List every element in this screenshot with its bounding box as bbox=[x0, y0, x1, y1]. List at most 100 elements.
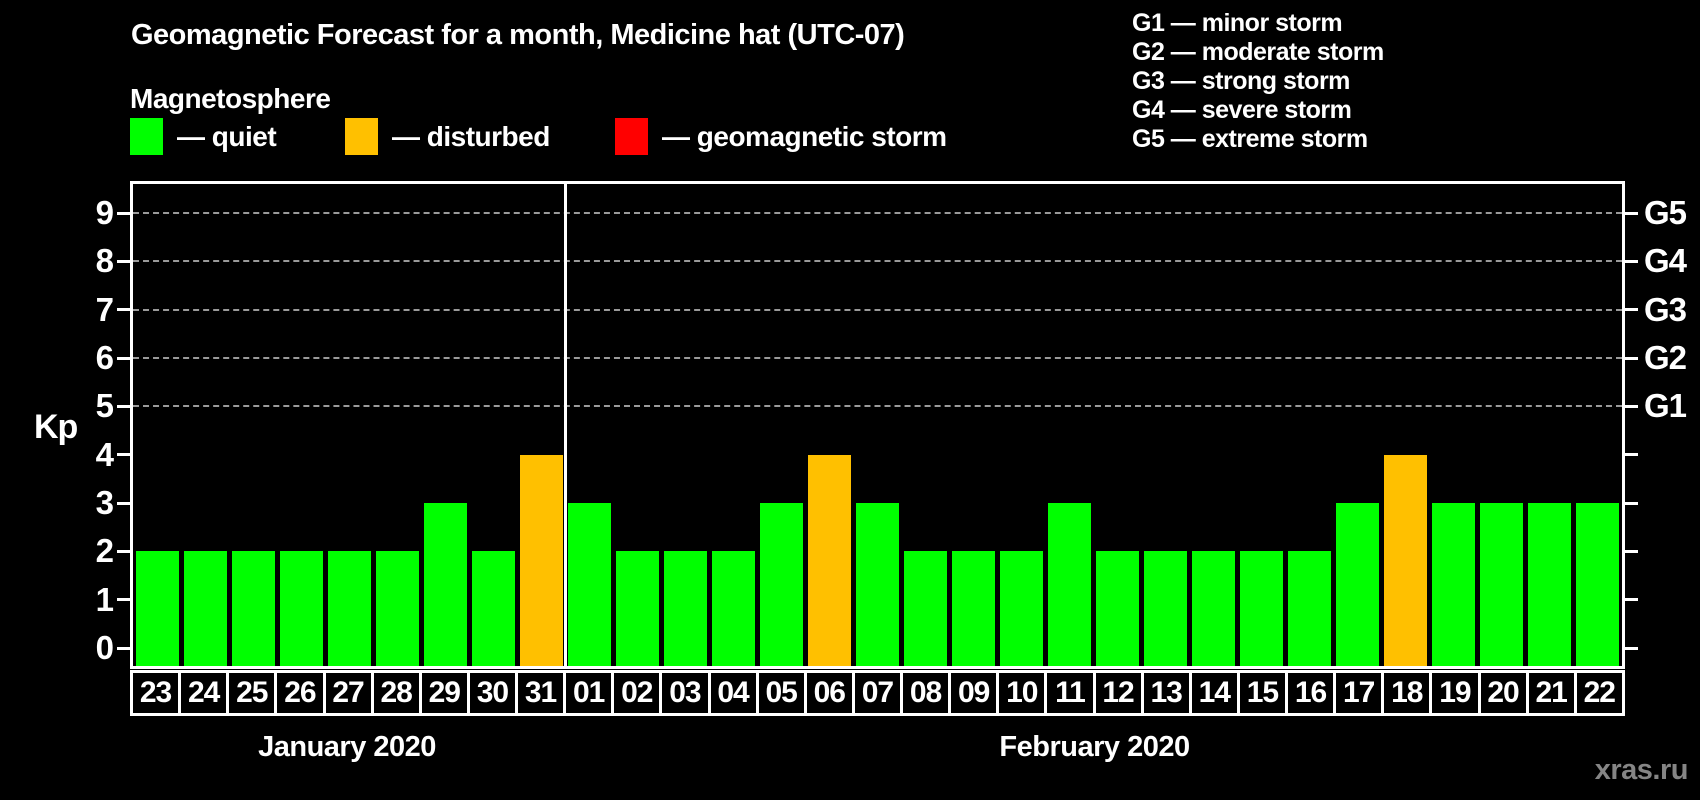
day-label-27: 27 bbox=[325, 670, 374, 716]
right-axis-label-G4: G4 bbox=[1644, 242, 1687, 280]
right-axis-tick-7 bbox=[1625, 308, 1638, 312]
day-label-02: 02 bbox=[614, 670, 663, 716]
legend-item-disturbed: — disturbed bbox=[345, 118, 550, 155]
y-axis-tick-label-0: 0 bbox=[95, 629, 114, 666]
left-axis-tick-7 bbox=[117, 308, 130, 312]
month-labels: January 2020 February 2020 bbox=[130, 731, 1625, 764]
day-label-19: 19 bbox=[1432, 670, 1481, 716]
day-label-12: 12 bbox=[1095, 670, 1144, 716]
bar-february-12 bbox=[1096, 551, 1140, 666]
left-axis-tick-2 bbox=[117, 549, 130, 553]
g-legend-line-4: G4 — severe storm bbox=[1132, 96, 1352, 124]
right-axis-label-G2: G2 bbox=[1644, 339, 1687, 376]
month-separator bbox=[563, 184, 567, 666]
y-axis-tick-label-4: 4 bbox=[95, 435, 114, 473]
day-label-06: 06 bbox=[806, 670, 855, 716]
left-axis-tick-5 bbox=[117, 404, 130, 408]
right-axis-tick-8 bbox=[1625, 259, 1638, 263]
left-axis-tick-9 bbox=[117, 211, 130, 215]
right-axis-tick-5 bbox=[1625, 404, 1638, 408]
bar-february-09 bbox=[952, 551, 996, 666]
bar-january-28 bbox=[375, 551, 419, 666]
plot-area: 0 1 2 3 4 5 6 7 8 9 G1 G2 G3 G4 G5 bbox=[96, 181, 1687, 669]
y-axis-tick-label-2: 2 bbox=[95, 532, 114, 570]
left-axis-tick-8 bbox=[117, 259, 130, 263]
day-label-30: 30 bbox=[469, 670, 518, 716]
y-axis-title: Kp bbox=[34, 408, 78, 446]
bar-february-10 bbox=[1000, 551, 1044, 666]
gridline-kp-5 bbox=[133, 405, 1622, 408]
g-legend-line-5: G5 — extreme storm bbox=[1132, 125, 1368, 153]
bar-february-22 bbox=[1576, 503, 1620, 666]
day-label-14: 14 bbox=[1191, 670, 1240, 716]
g-legend-line-2: G2 — moderate storm bbox=[1132, 38, 1384, 66]
right-axis-tick-1 bbox=[1625, 598, 1638, 602]
bar-january-27 bbox=[327, 551, 371, 666]
quiet-swatch bbox=[130, 118, 163, 155]
right-axis-tick-2 bbox=[1625, 549, 1638, 553]
right-axis-label-G3: G3 bbox=[1644, 290, 1687, 328]
day-label-04: 04 bbox=[710, 670, 759, 716]
g-legend-line-1: G1 — minor storm bbox=[1132, 9, 1343, 37]
y-axis-tick-label-1: 1 bbox=[95, 580, 114, 618]
day-label-26: 26 bbox=[277, 670, 326, 716]
right-axis-label-G5: G5 bbox=[1644, 194, 1687, 231]
day-label-29: 29 bbox=[421, 670, 470, 716]
day-label-09: 09 bbox=[951, 670, 1000, 716]
bar-february-21 bbox=[1528, 503, 1572, 666]
legend-item-storm: — geomagnetic storm bbox=[615, 118, 947, 155]
bar-february-15 bbox=[1240, 551, 1284, 666]
y-axis-tick-label-7: 7 bbox=[95, 290, 114, 328]
bar-february-02 bbox=[615, 551, 659, 666]
day-label-03: 03 bbox=[662, 670, 711, 716]
left-axis-tick-4 bbox=[117, 453, 130, 457]
left-axis-tick-3 bbox=[117, 501, 130, 505]
bar-february-04 bbox=[711, 551, 755, 666]
right-axis-tick-3 bbox=[1625, 501, 1638, 505]
day-label-24: 24 bbox=[181, 670, 230, 716]
left-axis-tick-0 bbox=[117, 646, 130, 650]
day-label-18: 18 bbox=[1384, 670, 1433, 716]
g-scale-legend: G1 — minor storm G2 — moderate storm G3 — … bbox=[1132, 9, 1384, 154]
bar-february-18 bbox=[1384, 454, 1428, 666]
gridline-kp-9 bbox=[133, 212, 1622, 214]
right-axis-tick-4 bbox=[1625, 453, 1638, 457]
gridline-kp-6 bbox=[133, 357, 1622, 359]
bar-january-30 bbox=[471, 551, 515, 666]
magnetosphere-legend: — quiet — disturbed — geomagnetic storm bbox=[130, 118, 1030, 158]
disturbed-label: — disturbed bbox=[392, 120, 550, 152]
month-label-february: February 2020 bbox=[999, 731, 1190, 763]
day-label-22: 22 bbox=[1576, 670, 1625, 716]
y-axis-tick-label-8: 8 bbox=[95, 242, 114, 280]
day-label-13: 13 bbox=[1143, 670, 1192, 716]
storm-swatch bbox=[615, 118, 648, 155]
disturbed-swatch bbox=[345, 118, 378, 155]
bar-january-24 bbox=[183, 551, 227, 666]
chart-title: Geomagnetic Forecast for a month, Medici… bbox=[131, 19, 905, 51]
bar-february-17 bbox=[1336, 503, 1380, 666]
quiet-label: — quiet bbox=[177, 120, 277, 152]
bar-february-07 bbox=[856, 503, 899, 666]
day-label-28: 28 bbox=[373, 670, 422, 716]
bar-february-06 bbox=[807, 454, 851, 666]
gridline-kp-8 bbox=[133, 260, 1622, 263]
bar-february-08 bbox=[904, 551, 948, 666]
day-label-21: 21 bbox=[1528, 670, 1577, 716]
day-label-16: 16 bbox=[1288, 670, 1337, 716]
day-label-15: 15 bbox=[1239, 670, 1288, 716]
legend-item-quiet: — quiet bbox=[130, 118, 277, 155]
day-label-23: 23 bbox=[130, 670, 182, 716]
left-axis-tick-1 bbox=[117, 598, 130, 602]
bar-january-29 bbox=[423, 503, 467, 666]
day-label-17: 17 bbox=[1336, 670, 1385, 716]
day-label-10: 10 bbox=[999, 670, 1048, 716]
day-label-05: 05 bbox=[758, 670, 807, 716]
right-axis-tick-6 bbox=[1625, 356, 1638, 360]
y-axis-tick-label-3: 3 bbox=[95, 484, 114, 521]
day-label-20: 20 bbox=[1480, 670, 1529, 716]
bar-january-23 bbox=[135, 551, 179, 666]
bar-february-01 bbox=[567, 503, 611, 666]
bar-february-13 bbox=[1144, 551, 1188, 666]
day-label-07: 07 bbox=[854, 670, 903, 716]
day-label-08: 08 bbox=[903, 670, 952, 716]
